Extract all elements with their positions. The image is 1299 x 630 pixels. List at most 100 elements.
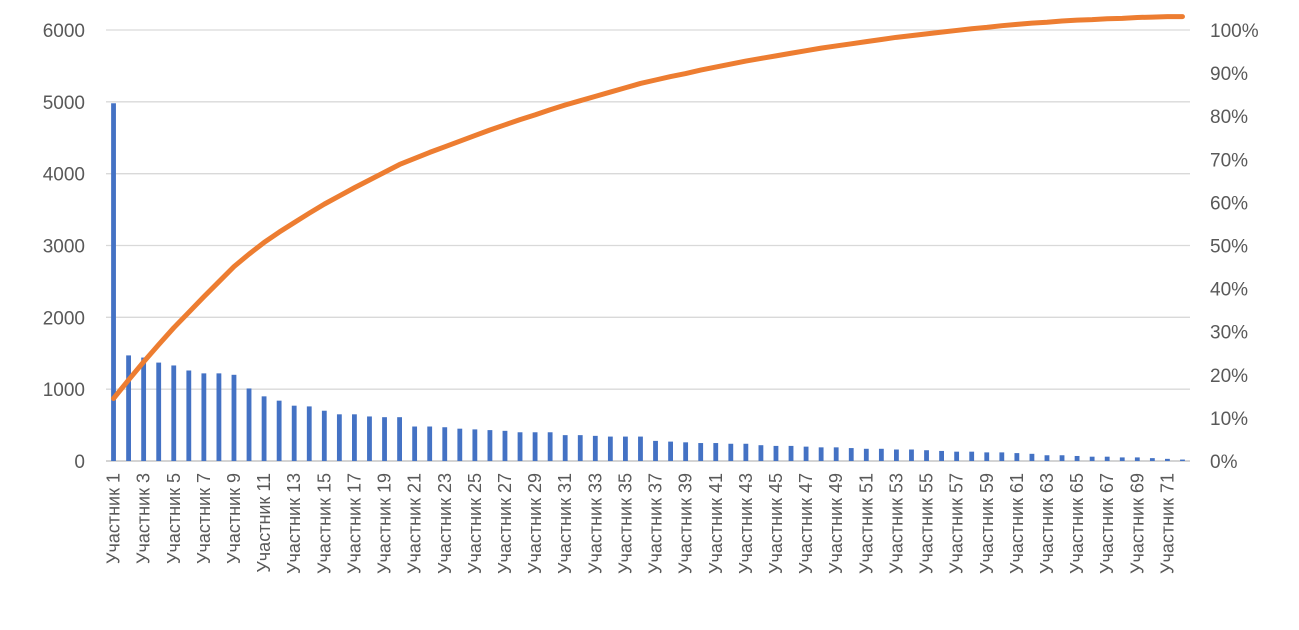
x-tick-label: Участник 13: [284, 473, 304, 574]
bar: [623, 436, 628, 461]
bar: [577, 435, 583, 461]
y-right-tick-label: 60%: [1210, 193, 1248, 214]
bar: [1089, 456, 1095, 461]
bar: [924, 450, 929, 461]
bar: [186, 370, 192, 461]
x-tick-label: Участник 37: [646, 473, 666, 574]
bar: [848, 448, 854, 461]
bar: [728, 443, 734, 461]
bar: [412, 426, 418, 461]
y-right-tick-label: 80%: [1210, 107, 1248, 128]
cumulative-line-series: [111, 14, 1185, 401]
x-tick-label: Участник 63: [1037, 473, 1057, 574]
y-right-tick-label: 0%: [1210, 452, 1238, 473]
x-tick-label: Участник 39: [676, 473, 696, 574]
bar: [367, 416, 372, 461]
bar: [141, 357, 147, 461]
x-tick-label: Участник 69: [1127, 473, 1147, 574]
bar: [321, 410, 327, 461]
bar: [1104, 456, 1110, 461]
bar: [954, 451, 960, 461]
y-axis-left: 0 1000 2000 3000 4000 5000 6000: [43, 21, 85, 473]
bar: [291, 405, 297, 461]
bar: [532, 432, 538, 461]
x-tick-label: Участник 45: [766, 473, 786, 574]
bar: [126, 355, 131, 461]
bar: [562, 435, 568, 461]
x-tick-label: Участник 7: [194, 473, 214, 564]
y-right-tick-label: 40%: [1210, 280, 1248, 301]
bar: [1119, 457, 1125, 461]
y-left-tick-label: 6000: [43, 21, 85, 42]
bar: [502, 430, 508, 461]
y-left-tick-label: 3000: [43, 237, 85, 258]
bar: [1059, 455, 1065, 461]
bar: [171, 365, 177, 461]
y-left-tick-label: 4000: [43, 165, 85, 186]
x-tick-label: Участник 11: [254, 473, 274, 573]
bar: [1014, 453, 1020, 461]
bar: [427, 426, 433, 461]
x-tick-label: Участник 59: [977, 473, 997, 574]
bar: [306, 406, 312, 461]
x-tick-label: Участник 3: [134, 473, 154, 564]
bar: [788, 445, 794, 461]
bar: [1165, 458, 1170, 461]
y-left-tick-label: 0: [74, 452, 85, 473]
bar: [939, 450, 944, 461]
y-left-tick-label: 2000: [43, 308, 85, 329]
bar: [487, 430, 493, 461]
bar: [382, 417, 387, 461]
bar: [713, 443, 719, 461]
bar: [276, 400, 282, 461]
x-tick-label: Участник 27: [495, 473, 515, 574]
x-axis: Участник 1 Участник 3 Участник 5 Участник 7…: [104, 473, 1178, 574]
bar: [863, 448, 869, 461]
x-tick-label: Участник 43: [736, 473, 756, 574]
bar: [773, 445, 779, 461]
bar: [818, 447, 824, 461]
bar: [638, 436, 643, 461]
bar: [878, 448, 884, 461]
bar: [698, 443, 704, 461]
bar: [261, 396, 267, 461]
bar-series: [111, 103, 1185, 462]
x-tick-label: Участник 41: [706, 473, 726, 574]
bar: [984, 452, 990, 461]
x-tick-label: Участник 53: [886, 473, 906, 574]
x-tick-label: Участник 5: [164, 473, 184, 564]
bar: [397, 417, 402, 461]
x-tick-label: Участник 17: [344, 473, 364, 574]
x-tick-label: Участник 57: [947, 473, 967, 574]
bar: [894, 449, 899, 461]
y-left-tick-label: 1000: [43, 380, 85, 401]
bar: [833, 447, 839, 461]
bar: [547, 432, 553, 461]
bar: [246, 388, 252, 461]
x-tick-label: Участник 23: [435, 473, 455, 574]
x-tick-label: Участник 31: [555, 473, 575, 574]
y-right-tick-label: 100%: [1210, 21, 1259, 42]
y-axis-right: 0% 10% 20% 30% 40% 50% 60% 70% 80% 90% 100%: [1210, 21, 1259, 473]
bar: [969, 451, 975, 461]
bar: [1180, 459, 1185, 461]
x-tick-label: Участник 49: [826, 473, 846, 574]
bar: [201, 373, 207, 461]
bar: [803, 446, 809, 461]
bar: [442, 427, 448, 461]
bar: [457, 428, 463, 461]
x-tick-label: Участник 67: [1097, 473, 1117, 574]
x-tick-label: Участник 65: [1067, 473, 1087, 574]
bar: [517, 432, 523, 461]
y-right-tick-label: 20%: [1210, 366, 1248, 387]
y-right-tick-label: 70%: [1210, 150, 1248, 171]
x-tick-label: Участник 29: [525, 473, 545, 574]
x-tick-label: Участник 71: [1157, 473, 1177, 574]
bar: [999, 452, 1005, 461]
bar: [1149, 458, 1155, 461]
bar: [1134, 457, 1140, 461]
y-right-tick-label: 10%: [1210, 409, 1248, 430]
bar: [683, 442, 689, 461]
y-right-tick-label: 90%: [1210, 64, 1248, 85]
